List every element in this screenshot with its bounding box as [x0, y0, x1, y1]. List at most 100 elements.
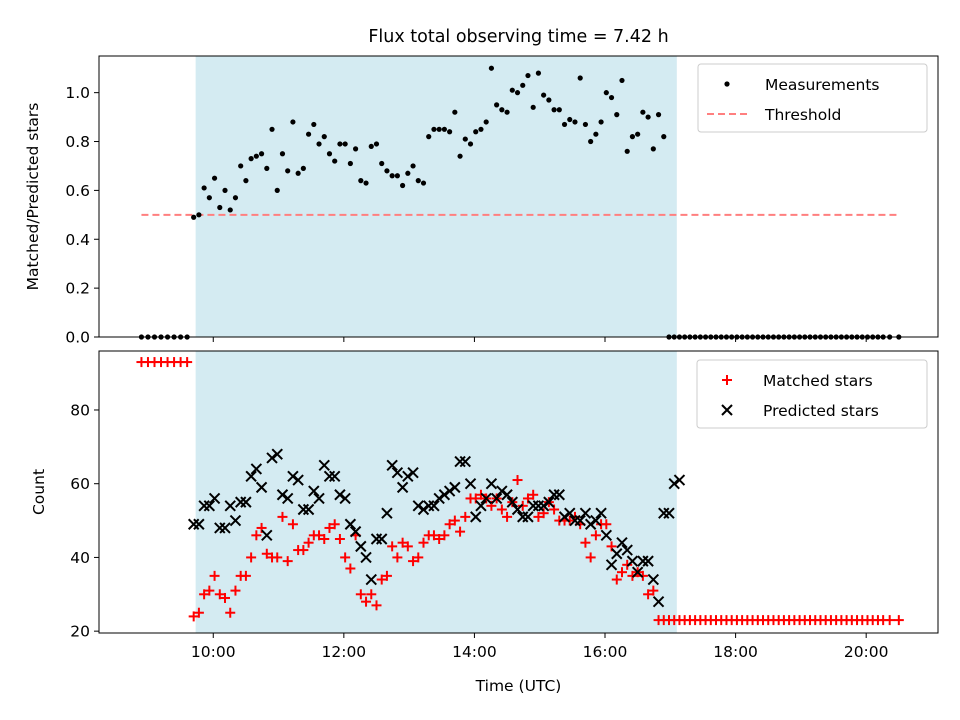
measurement-point [426, 134, 432, 140]
matched-star-point [303, 537, 314, 548]
matched-star-point [413, 552, 424, 563]
predicted-star-point [579, 507, 592, 519]
predicted-star-point [255, 481, 268, 494]
predicted-star-point [261, 529, 273, 542]
top-y-axis-label: Matched/Predicted stars [24, 103, 42, 291]
matched-star-point [246, 552, 257, 563]
predicted-star-point [391, 466, 404, 479]
measurement-point [274, 187, 280, 193]
predicted-star-point [219, 522, 231, 534]
predicted-star-point [349, 525, 362, 538]
matched-star-point [261, 548, 272, 559]
predicted-star-point [449, 481, 461, 494]
matched-star-point [444, 519, 455, 530]
measurement-point [342, 141, 348, 147]
predicted-stars-series [187, 448, 686, 608]
matched-star-point [188, 611, 199, 622]
matched-star-point [230, 585, 241, 596]
legend-cross-glyph [721, 404, 733, 416]
predicted-star-point [454, 455, 466, 468]
matched-star-point [893, 615, 904, 626]
measurement-point [264, 165, 270, 171]
bottom-y-ticks: 20 40 60 80 [70, 401, 99, 641]
predicted-star-point [611, 548, 623, 560]
predicted-star-point [412, 500, 424, 512]
measurement-point [405, 170, 411, 176]
predicted-star-point [276, 489, 289, 501]
measurement-point [290, 119, 296, 125]
y-tick-label: 1.0 [65, 84, 90, 102]
matched-star-point [884, 615, 895, 626]
measurement-point [650, 146, 656, 152]
measurement-point [504, 109, 510, 115]
top-legend: Measurements Threshold [697, 63, 928, 133]
measurement-point [551, 107, 557, 113]
measurement-point [577, 75, 583, 81]
predicted-star-point [658, 507, 670, 519]
measurement-point [436, 126, 442, 132]
matched-star-point [298, 545, 309, 556]
measurement-point [561, 121, 568, 128]
matched-star-point [460, 511, 471, 522]
measurement-point [535, 70, 542, 76]
matched-star-point [225, 607, 236, 618]
predicted-star-point [187, 518, 200, 530]
measurement-point [337, 141, 343, 147]
predicted-star-point [360, 551, 372, 564]
measurement-point [201, 185, 207, 191]
legend-predicted-marker [721, 404, 733, 416]
measurement-point [462, 136, 468, 142]
matched-star-point [199, 589, 210, 600]
top-y-ticks: 0.0 0.2 0.4 0.6 0.8 1.0 [65, 84, 99, 347]
measurement-point [629, 134, 636, 140]
measurement-point [410, 163, 416, 169]
measurement-point [305, 131, 312, 137]
top-legend-box [697, 63, 928, 133]
top-panel: 0.0 0.2 0.4 0.6 0.8 1.0 Flux total observing … [24, 27, 939, 347]
matched-star-point [272, 552, 283, 563]
measurement-point [509, 87, 515, 93]
matched-star-point [564, 515, 575, 526]
measurement-point [624, 148, 630, 154]
measurement-point [191, 214, 197, 220]
predicted-star-point [376, 533, 388, 545]
predicted-star-point [313, 492, 325, 505]
matched-star-point [204, 585, 215, 596]
predicted-star-point [344, 518, 357, 530]
bottom-x-ticks: 10:00 12:00 14:00 16:00 18:00 20:00 [191, 633, 889, 661]
measurement-point [457, 153, 463, 159]
measurement-point [316, 141, 322, 147]
measurement-point [598, 119, 604, 125]
predicted-star-point [470, 511, 482, 523]
measurement-point [248, 156, 254, 162]
predicted-star-point [480, 492, 492, 505]
measurement-point [635, 131, 641, 137]
measurement-point [227, 207, 233, 213]
matched-star-point [418, 537, 429, 548]
predicted-star-point [647, 573, 660, 586]
matched-star-point [439, 530, 450, 541]
measurement-point [243, 178, 249, 184]
measurement-point [384, 168, 390, 174]
measurement-point [352, 146, 359, 152]
measurement-point [238, 163, 244, 169]
matched-stars-series [136, 357, 904, 626]
matched-star-point [371, 600, 382, 611]
predicted-star-point [668, 477, 680, 490]
top-panel-frame [98, 55, 939, 338]
measurement-point [232, 195, 239, 201]
predicted-star-point [631, 566, 644, 578]
measurement-point [588, 138, 594, 145]
measurement-point [400, 182, 406, 189]
bottom-y-axis-label: Count [30, 469, 48, 515]
predicted-star-point [527, 500, 539, 512]
matched-star-point [517, 500, 528, 511]
measurement-point [358, 178, 364, 184]
predicted-star-point [537, 500, 550, 512]
predicted-star-point [407, 466, 419, 479]
matched-star-point [397, 537, 408, 548]
predicted-star-point [224, 500, 236, 512]
matched-star-point [287, 519, 298, 530]
matched-star-point [434, 534, 445, 544]
measurement-point [520, 82, 526, 88]
